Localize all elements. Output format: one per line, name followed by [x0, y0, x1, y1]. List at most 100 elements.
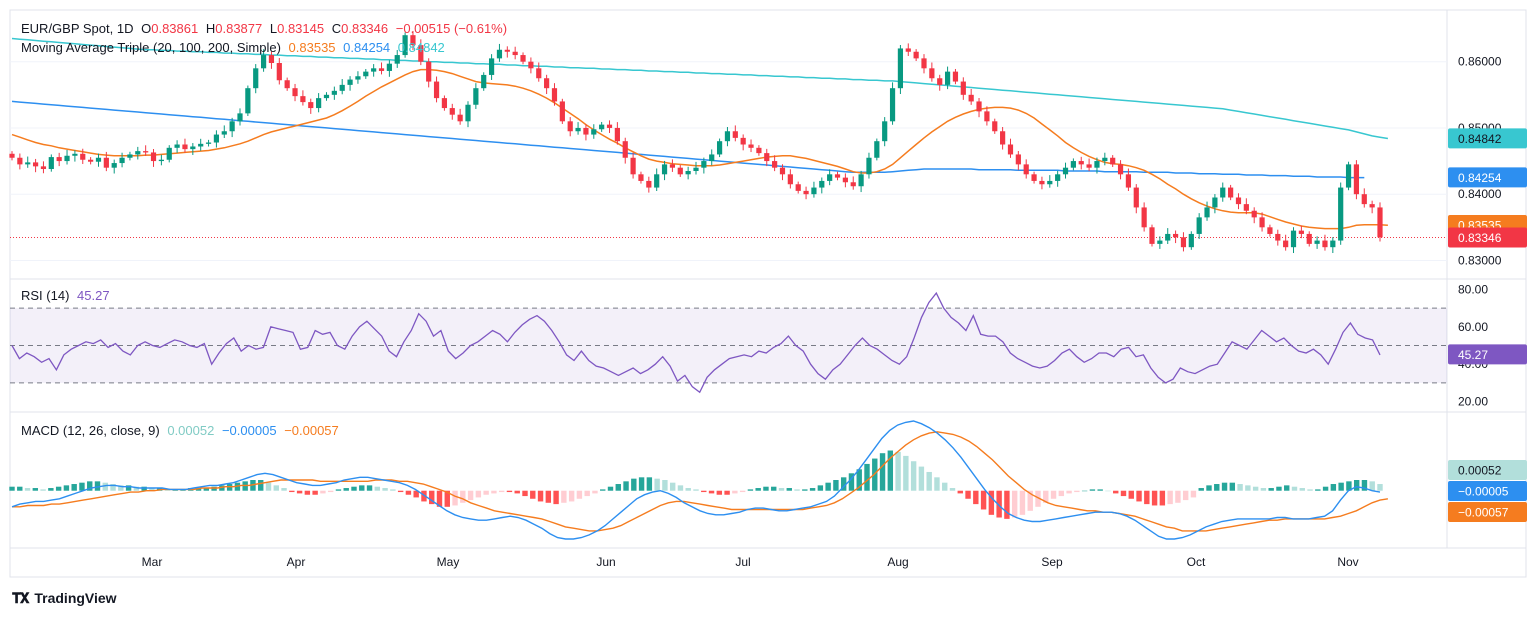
price-tick-label: 0.83000: [1458, 253, 1502, 267]
macd-hist-bar: [763, 486, 769, 491]
candle-body: [488, 58, 495, 75]
candle-body: [316, 98, 322, 109]
macd-hist-bar: [1089, 489, 1096, 491]
macd-hist-bar: [918, 466, 925, 491]
candle-body: [779, 167, 786, 175]
macd-hist-bar: [1214, 484, 1220, 491]
macd-line: [11, 420, 1381, 540]
candle-body: [1015, 154, 1021, 165]
candle-body: [276, 63, 282, 81]
macd-hist-bar: [1105, 490, 1111, 492]
price-tag-ma100: [1448, 167, 1527, 188]
candle-body: [1298, 230, 1304, 234]
candle-body: [724, 131, 731, 142]
candle-body: [331, 90, 337, 95]
macd-hist-bar: [1330, 484, 1337, 491]
candle-body: [25, 162, 31, 165]
macd-hist-bar: [669, 482, 676, 491]
candle-body: [1243, 204, 1249, 211]
macd-tag: [1448, 481, 1527, 501]
candle-body: [72, 153, 78, 156]
macd-hist-bar: [87, 481, 93, 491]
candle-body: [984, 111, 990, 122]
candle-body: [740, 137, 746, 145]
candle-body: [371, 68, 377, 72]
macd-tag-label: −0.00057: [1458, 506, 1509, 520]
candle-body: [1133, 187, 1139, 208]
price-tag-ma200: [1448, 128, 1527, 149]
candle-body: [897, 48, 904, 89]
macd-hist-bar: [1276, 486, 1282, 491]
macd-hist-bar: [289, 490, 295, 493]
candle-body: [1117, 164, 1124, 175]
macd-hist-bar: [584, 490, 590, 497]
macd-hist-bar: [359, 485, 365, 491]
candle-body: [481, 74, 487, 89]
candle-body: [772, 161, 778, 168]
candle-body: [1314, 240, 1320, 244]
macd-hist-bar: [17, 486, 23, 491]
macd-hist-bar: [382, 488, 388, 491]
macd-hist-bar: [973, 490, 979, 505]
macd-hist-bar: [265, 482, 272, 491]
candle-body: [1110, 157, 1116, 165]
macd-hist-bar: [739, 490, 746, 493]
macd-hist-bar: [1128, 490, 1134, 499]
macd-hist-bar: [1237, 484, 1243, 491]
macd-hist-bar: [273, 485, 279, 491]
macd-hist-bar: [1322, 486, 1329, 491]
candle-body: [166, 147, 172, 160]
candle-body: [992, 121, 998, 132]
macd-hist-bar: [600, 489, 606, 491]
candle-body: [646, 180, 652, 188]
candle-body: [669, 164, 676, 168]
macd-hist-bar: [506, 490, 513, 493]
macd-hist-bar: [903, 455, 909, 491]
candle-body: [9, 153, 15, 158]
rsi-line: [11, 291, 1381, 394]
macd-legend: MACD (12, 26, close, 9) 0.00052 −0.00005…: [21, 423, 343, 438]
candle-body: [158, 159, 164, 162]
macd-hist-bar: [141, 486, 147, 491]
macd-hist-bar: [957, 490, 963, 494]
change-value: −0.00515 (−0.61%): [395, 21, 508, 36]
x-tick-label: Jun: [596, 555, 615, 569]
candle-body: [1275, 233, 1281, 241]
macd-hist-bar: [1050, 490, 1057, 499]
macd-hist-bar: [55, 486, 62, 491]
candle-body: [976, 101, 982, 112]
candle-body: [905, 48, 911, 52]
macd-hist-bar: [327, 490, 334, 493]
x-tick-label: Nov: [1337, 555, 1358, 569]
x-tick-label: May: [437, 555, 460, 569]
candle-body: [496, 49, 503, 59]
macd-hist-bar: [545, 490, 552, 503]
candle-body: [1031, 174, 1037, 181]
candle-body: [528, 61, 534, 69]
macd-hist-bar: [460, 490, 466, 503]
macd-hist-bar: [747, 489, 754, 491]
macd-hist-bar: [771, 486, 777, 491]
candle-body: [119, 157, 125, 164]
candle-body: [811, 187, 817, 195]
ma20-line: [11, 68, 1388, 230]
candle-body: [551, 88, 558, 102]
macd-hist-bar: [677, 485, 684, 491]
candle-body: [48, 157, 54, 170]
macd-hist-bar: [530, 490, 536, 499]
macd-hist-bar: [63, 485, 70, 491]
candle-body: [756, 147, 762, 154]
tradingview-brand[interactable]: 𝐓𝐗 TradingView: [12, 590, 117, 607]
ma100-line: [11, 100, 1365, 179]
macd-hist-bar: [864, 463, 870, 491]
candle-body: [1322, 240, 1328, 248]
candle-body: [1220, 187, 1226, 198]
ma-legend: Moving Average Triple (20, 100, 200, Sim…: [21, 40, 449, 55]
candle-body: [284, 80, 290, 89]
price-tag-label: 0.83346: [1458, 231, 1502, 245]
candle-body: [795, 184, 801, 191]
macd-hist-bar: [40, 489, 46, 491]
macd-hist-bar: [638, 477, 645, 491]
macd-hist-bar: [1151, 490, 1158, 506]
candle-body: [205, 142, 212, 144]
